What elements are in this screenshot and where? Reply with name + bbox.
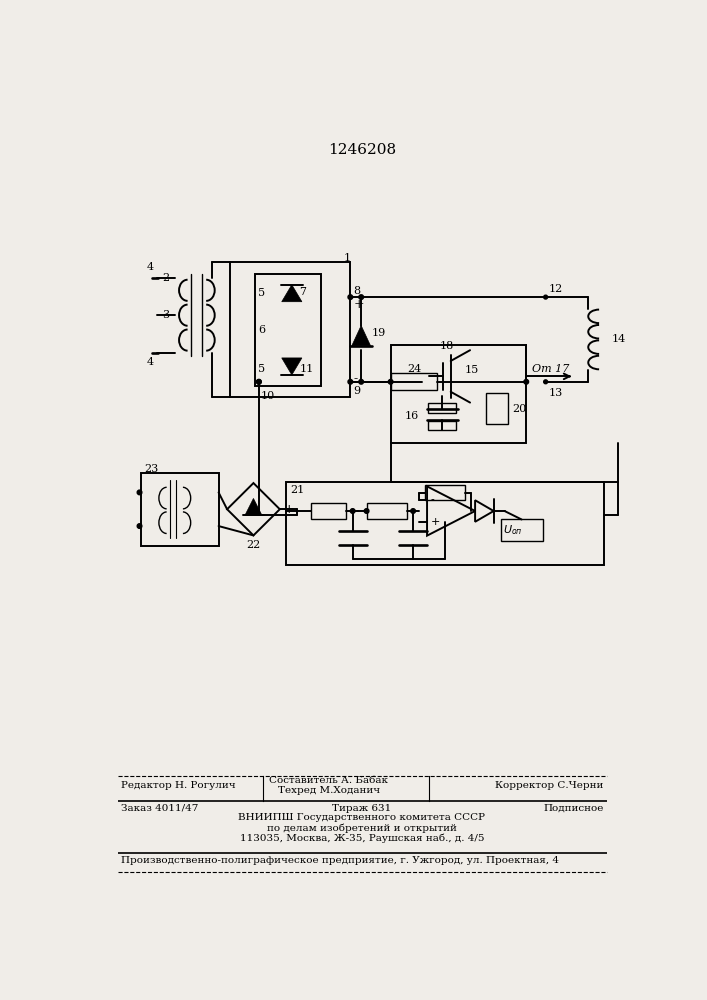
Circle shape — [257, 379, 261, 384]
Polygon shape — [281, 285, 302, 302]
Text: Корректор С.Черни: Корректор С.Черни — [496, 781, 604, 790]
Circle shape — [359, 295, 363, 299]
Text: Производственно-полиграфическое предприятие, г. Ужгород, ул. Проектная, 4: Производственно-полиграфическое предприя… — [121, 856, 559, 865]
Circle shape — [348, 295, 353, 299]
Bar — [428, 403, 456, 413]
Text: 18: 18 — [440, 341, 454, 351]
Text: 24: 24 — [407, 364, 421, 374]
Text: 5: 5 — [258, 364, 265, 374]
Polygon shape — [245, 498, 262, 515]
Circle shape — [411, 509, 416, 513]
Text: +: + — [431, 517, 440, 527]
Text: 15: 15 — [464, 365, 479, 375]
Text: 4: 4 — [147, 262, 154, 272]
Bar — [286, 482, 604, 565]
Text: От 17: От 17 — [532, 364, 570, 374]
Text: 6: 6 — [258, 325, 265, 335]
Bar — [367, 503, 407, 519]
Circle shape — [359, 379, 363, 384]
Text: -: - — [354, 372, 358, 385]
Text: Редактор Н. Рогулич: Редактор Н. Рогулич — [121, 781, 235, 790]
Text: 23: 23 — [144, 464, 158, 474]
Text: +: + — [284, 503, 294, 516]
Text: -: - — [431, 495, 435, 505]
Bar — [501, 519, 543, 541]
Text: 5: 5 — [258, 288, 265, 298]
Text: $U_{оп}$: $U_{оп}$ — [503, 523, 522, 537]
Text: 7: 7 — [300, 287, 307, 297]
Bar — [428, 421, 456, 430]
Text: 21: 21 — [290, 485, 304, 495]
Text: 10: 10 — [260, 391, 275, 401]
Circle shape — [544, 380, 547, 384]
Text: Подписное: Подписное — [544, 804, 604, 813]
Text: 11: 11 — [300, 364, 314, 374]
Circle shape — [348, 379, 353, 384]
Text: 1: 1 — [344, 253, 351, 263]
Text: Составитель А. Бабак: Составитель А. Бабак — [269, 776, 388, 785]
Polygon shape — [281, 358, 302, 375]
Text: 3: 3 — [162, 310, 169, 320]
Circle shape — [137, 524, 142, 528]
Bar — [391, 373, 437, 390]
Circle shape — [351, 509, 355, 513]
Text: 9: 9 — [354, 386, 361, 396]
Bar — [311, 503, 346, 519]
Text: 2: 2 — [162, 273, 169, 283]
Bar — [255, 274, 321, 386]
Text: 1246208: 1246208 — [328, 143, 396, 157]
Bar — [391, 345, 526, 443]
Text: 12: 12 — [549, 284, 563, 294]
Text: 4: 4 — [147, 357, 154, 367]
Circle shape — [544, 295, 547, 299]
Circle shape — [137, 490, 142, 495]
Text: 20: 20 — [513, 404, 527, 414]
Text: 19: 19 — [372, 328, 386, 338]
Text: Заказ 4011/47: Заказ 4011/47 — [121, 804, 198, 813]
Text: +: + — [354, 298, 364, 311]
Text: ВНИИПШ Государственного комитета СССР: ВНИИПШ Государственного комитета СССР — [238, 813, 486, 822]
Text: 22: 22 — [246, 540, 261, 550]
Bar — [425, 485, 465, 500]
Bar — [141, 473, 218, 546]
Circle shape — [364, 509, 369, 513]
Text: Тираж 631: Тираж 631 — [332, 804, 392, 813]
Circle shape — [524, 379, 529, 384]
Text: Техред М.Ходанич: Техред М.Ходанич — [278, 786, 380, 795]
Text: по делам изобретений и открытий: по делам изобретений и открытий — [267, 823, 457, 833]
Text: 14: 14 — [612, 334, 626, 344]
Bar — [230, 262, 351, 397]
Bar — [486, 393, 508, 424]
Circle shape — [257, 379, 261, 384]
Text: 16: 16 — [404, 411, 419, 421]
Text: 13: 13 — [549, 388, 563, 398]
Polygon shape — [352, 326, 370, 346]
Circle shape — [388, 379, 393, 384]
Text: 8: 8 — [354, 286, 361, 296]
Text: 113035, Москва, Ж-35, Раушская наб., д. 4/5: 113035, Москва, Ж-35, Раушская наб., д. … — [240, 833, 484, 843]
